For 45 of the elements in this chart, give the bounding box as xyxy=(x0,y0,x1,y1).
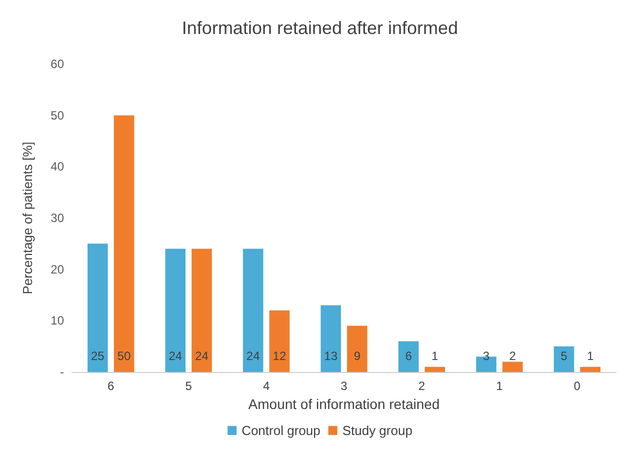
y-tick-label: 60 xyxy=(50,57,64,71)
chart-title: Information retained after informed xyxy=(182,18,458,38)
data-label: 1 xyxy=(586,349,594,363)
bar xyxy=(269,310,290,372)
bar xyxy=(502,362,523,372)
data-label: 6 xyxy=(405,349,412,363)
y-tick-label: 40 xyxy=(50,160,64,174)
bar xyxy=(88,244,108,372)
bar xyxy=(398,341,419,372)
data-label: 50 xyxy=(117,349,132,363)
y-tick-label: 30 xyxy=(50,211,64,225)
data-label: 25 xyxy=(91,349,105,363)
data-label: 24 xyxy=(168,349,182,363)
data-label: 24 xyxy=(195,349,209,363)
data-label: 5 xyxy=(560,349,568,363)
x-tick-label: 5 xyxy=(185,379,192,393)
data-label: 9 xyxy=(354,349,361,363)
bar xyxy=(192,248,212,372)
y-tick-label: 20 xyxy=(50,262,64,276)
y-tick-label: - xyxy=(60,365,64,379)
data-label: 1 xyxy=(432,349,439,363)
data-label: 13 xyxy=(324,349,338,363)
x-tick-label: 6 xyxy=(108,379,115,393)
bar xyxy=(242,248,264,372)
x-tick-label: 2 xyxy=(418,379,426,393)
bar xyxy=(320,305,341,372)
x-tick-label: 4 xyxy=(262,379,270,393)
bar xyxy=(165,248,186,372)
bar xyxy=(347,326,368,372)
data-label: 2 xyxy=(509,349,516,363)
legend-label: Study group xyxy=(342,423,412,438)
x-tick-label: 3 xyxy=(340,379,348,393)
y-tick-label: 50 xyxy=(50,108,64,122)
x-axis-title: Amount of information retained xyxy=(248,396,440,412)
bar xyxy=(580,366,600,372)
bar xyxy=(114,115,134,372)
bar xyxy=(424,366,446,372)
y-axis-title: Percentage of patients [%] xyxy=(20,142,35,294)
legend-label: Control group xyxy=(242,423,320,438)
y-tick-label: 10 xyxy=(50,314,64,328)
x-tick-label: 1 xyxy=(496,379,504,393)
x-tick-label: 0 xyxy=(574,379,581,393)
bar xyxy=(554,346,574,372)
data-label: 24 xyxy=(246,349,260,363)
data-label: 12 xyxy=(272,349,286,363)
